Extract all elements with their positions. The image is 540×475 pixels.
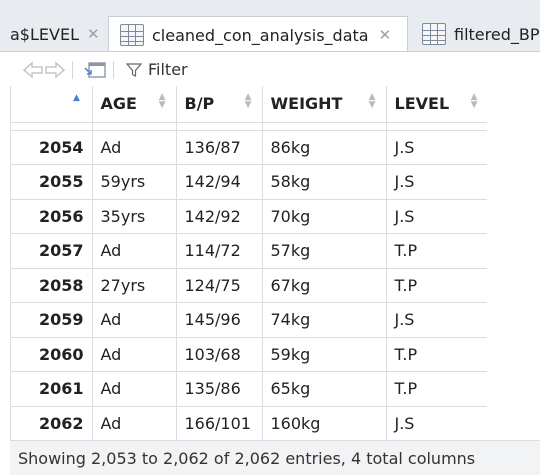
filter-button[interactable]: Filter xyxy=(126,60,188,79)
column-header-weight[interactable]: WEIGHT ▲ ▼ xyxy=(262,86,387,123)
tab-level[interactable]: a$LEVEL ✕ xyxy=(0,16,108,51)
tab-label: a$LEVEL xyxy=(10,24,79,44)
table-row[interactable]: 2055 59yrs 142/94 58kg J.S xyxy=(11,164,487,200)
tab-filtered-bp[interactable]: filtered_BP xyxy=(414,16,540,51)
close-icon[interactable]: ✕ xyxy=(86,25,100,43)
back-arrow-icon[interactable] xyxy=(22,60,44,79)
sort-icon[interactable]: ▲ ▼ xyxy=(368,92,376,110)
cell-bp: 114/72 xyxy=(176,233,263,269)
cell-weight: 70kg xyxy=(262,199,387,234)
cell-bp: 166/101 xyxy=(176,406,263,440)
cell-level: T.P xyxy=(386,268,487,303)
status-bar: Showing 2,053 to 2,062 of 2,062 entries,… xyxy=(10,440,540,475)
row-index: 2054 xyxy=(11,130,93,165)
table-row[interactable]: 2054 Ad 136/87 86kg J.S xyxy=(11,130,487,165)
cell-age: 27yrs xyxy=(92,268,177,303)
cell-level: J.S xyxy=(386,302,487,338)
column-header-age[interactable]: AGE ▲ ▼ xyxy=(92,86,177,123)
row-index: 2057 xyxy=(11,233,93,269)
data-grid-icon xyxy=(120,24,144,46)
table-row[interactable]: 2061 Ad 135/86 65kg T.P xyxy=(11,371,487,407)
cell-level: T.P xyxy=(386,337,487,372)
row-index: 2056 xyxy=(11,199,93,234)
tab-label: cleaned_con_analysis_data xyxy=(152,25,369,45)
cell-age: Ad xyxy=(92,233,177,269)
sort-ascending-icon[interactable]: ▲ xyxy=(73,93,80,103)
table-row[interactable]: 2060 Ad 103/68 59kg T.P xyxy=(11,337,487,372)
cell-bp: 124/75 xyxy=(176,268,263,303)
cell-weight: 86kg xyxy=(262,130,387,165)
filter-icon xyxy=(126,62,142,77)
cell-weight: 74kg xyxy=(262,302,387,338)
cell-weight: 57kg xyxy=(262,233,387,269)
row-index: 2062 xyxy=(11,406,93,440)
toolbar: Filter xyxy=(0,53,540,86)
cell-level: J.S xyxy=(386,406,487,440)
cell-weight: 59kg xyxy=(262,337,387,372)
cell-age: Ad xyxy=(92,130,177,165)
table-row[interactable]: 2059 Ad 145/96 74kg J.S xyxy=(11,302,487,338)
entries-summary: Showing 2,053 to 2,062 of 2,062 entries,… xyxy=(18,448,476,468)
cell-bp: 142/92 xyxy=(176,199,263,234)
cell-level: T.P xyxy=(386,233,487,269)
tab-bar: a$LEVEL ✕ cleaned_con_analysis_data ✕ fi… xyxy=(0,0,540,52)
show-in-window-icon[interactable] xyxy=(83,60,107,80)
cell-age: Ad xyxy=(92,371,177,407)
tab-cleaned-con-analysis-data[interactable]: cleaned_con_analysis_data ✕ xyxy=(108,16,408,51)
table-row[interactable]: 2056 35yrs 142/92 70kg J.S xyxy=(11,199,487,234)
sort-icon[interactable]: ▲ ▼ xyxy=(158,92,166,110)
forward-arrow-icon[interactable] xyxy=(44,60,66,79)
cell-age: Ad xyxy=(92,302,177,338)
row-index: 2059 xyxy=(11,302,93,338)
toolbar-separator xyxy=(72,60,73,79)
table-row[interactable]: 2058 27yrs 124/75 67kg T.P xyxy=(11,268,487,303)
cell-age: Ad xyxy=(92,406,177,440)
column-header-bp[interactable]: B/P ▲ ▼ xyxy=(176,86,263,123)
table-row[interactable]: 2057 Ad 114/72 57kg T.P xyxy=(11,233,487,269)
close-icon[interactable]: ✕ xyxy=(378,26,392,44)
row-index: 2058 xyxy=(11,268,93,303)
tab-label: filtered_BP xyxy=(454,24,540,44)
cell-age: Ad xyxy=(92,337,177,372)
cell-weight: 58kg xyxy=(262,164,387,200)
table-row-partial xyxy=(11,122,487,131)
data-table: ▲ AGE ▲ ▼ B/P ▲ ▼ WEIGHT ▲ ▼ LEVEL ▲ ▼ xyxy=(10,86,487,440)
cell-bp: 142/94 xyxy=(176,164,263,200)
toolbar-separator xyxy=(113,60,114,79)
cell-level: J.S xyxy=(386,164,487,200)
column-header-index[interactable]: ▲ xyxy=(11,86,93,123)
row-index: 2060 xyxy=(11,337,93,372)
column-header-level[interactable]: LEVEL ▲ ▼ xyxy=(386,86,487,123)
cell-weight: 65kg xyxy=(262,371,387,407)
cell-bp: 136/87 xyxy=(176,130,263,165)
cell-bp: 103/68 xyxy=(176,337,263,372)
table-row[interactable]: 2062 Ad 166/101 160kg J.S xyxy=(11,406,487,440)
cell-level: J.S xyxy=(386,130,487,165)
cell-level: J.S xyxy=(386,199,487,234)
cell-age: 35yrs xyxy=(92,199,177,234)
cell-weight: 67kg xyxy=(262,268,387,303)
sort-icon[interactable]: ▲ ▼ xyxy=(244,92,252,110)
table-header-row: ▲ AGE ▲ ▼ B/P ▲ ▼ WEIGHT ▲ ▼ LEVEL ▲ ▼ xyxy=(11,86,487,123)
cell-age: 59yrs xyxy=(92,164,177,200)
filter-label: Filter xyxy=(148,60,188,79)
cell-level: T.P xyxy=(386,371,487,407)
cell-weight: 160kg xyxy=(262,406,387,440)
cell-bp: 145/96 xyxy=(176,302,263,338)
row-index: 2055 xyxy=(11,164,93,200)
data-grid-icon xyxy=(422,23,446,45)
row-index: 2061 xyxy=(11,371,93,407)
sort-icon[interactable]: ▲ ▼ xyxy=(470,92,478,110)
cell-bp: 135/86 xyxy=(176,371,263,407)
